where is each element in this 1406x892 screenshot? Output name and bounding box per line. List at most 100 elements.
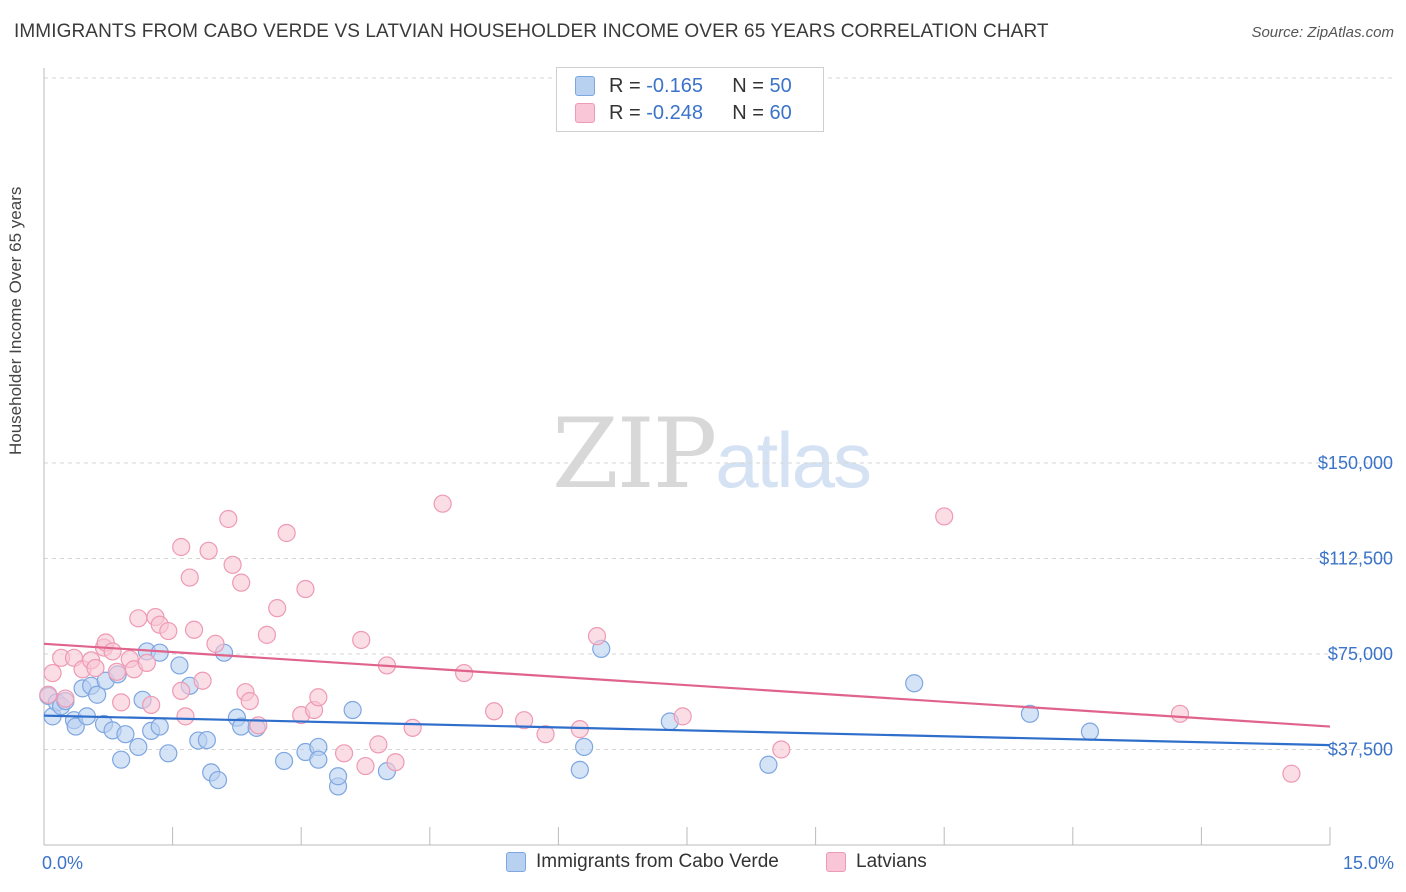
latvian-point: [356, 756, 375, 776]
cabo-verde-point: [1080, 722, 1100, 741]
latvian-point: [935, 507, 954, 526]
legend-item-cabo-verde: Immigrants from Cabo Verde: [506, 851, 779, 873]
latvian-point: [180, 568, 199, 587]
chart-title: IMMIGRANTS FROM CABO VERDE VS LATVIAN HO…: [14, 21, 1049, 42]
latvian-point: [86, 658, 105, 678]
cabo-verde-point: [309, 750, 328, 769]
cabo-verde-point: [759, 755, 778, 774]
latvian-point: [184, 620, 204, 639]
latvian-point: [137, 653, 156, 672]
latvian-point: [454, 663, 474, 683]
latvian-point: [403, 718, 422, 737]
latvian-point: [103, 642, 122, 661]
legend-r-value: -0.248: [646, 101, 703, 124]
latvian-point: [240, 691, 259, 711]
legend-row-cabo-verde: R = -0.165 N = 50: [575, 74, 792, 98]
cabo-verde-point: [274, 751, 294, 771]
y-axis-label: Householder Income Over 65 years: [6, 186, 25, 455]
latvian-point: [159, 621, 178, 641]
source-credit: Source: ZipAtlas.com: [1251, 24, 1394, 41]
cabo-verde-point: [112, 750, 131, 769]
latvian-point: [206, 634, 225, 653]
latvian-point: [386, 753, 405, 772]
watermark-atlas: atlas: [715, 416, 872, 504]
legend-n-value: 60: [769, 101, 792, 124]
latvian-point: [129, 609, 148, 628]
latvian-point: [199, 541, 218, 560]
y-tick-label: $75,000: [1328, 644, 1393, 664]
data-points: [39, 494, 1301, 796]
latvian-point: [515, 711, 534, 730]
latvian-point: [296, 579, 315, 599]
cabo-verde-point: [88, 685, 107, 704]
legend-r-value: -0.165: [646, 74, 703, 97]
legend-n-label: N =: [732, 74, 764, 97]
latvian-point: [309, 688, 328, 707]
legend-swatch-cabo-verde: [506, 852, 526, 872]
latvian-point: [369, 735, 388, 754]
cabo-verde-point: [170, 656, 189, 675]
latvian-point: [1170, 704, 1190, 723]
legend-swatch-latvians: [575, 103, 595, 123]
latvian-point: [172, 537, 191, 557]
grid-lines: [44, 77, 1394, 750]
latvian-point: [107, 662, 126, 681]
latvian-point: [232, 573, 251, 592]
latvian-point: [485, 702, 504, 721]
legend-r-label: R =: [609, 101, 641, 124]
latvian-point: [772, 740, 791, 759]
series-legend: Immigrants from Cabo Verde Latvians: [0, 851, 1406, 879]
stats-legend: R = -0.165 N = 50 R = -0.248 N = 60: [556, 67, 824, 132]
legend-swatch-cabo-verde: [575, 76, 595, 96]
cabo-verde-point: [159, 744, 178, 763]
latvian-point: [142, 695, 161, 715]
latvian-point: [673, 707, 692, 726]
x-tick-label-max: 15.0%: [1343, 853, 1394, 873]
tick-labels: $37,500 $75,000 $112,500 $150,000 0.0% 15.0%: [42, 453, 1394, 873]
legend-item-latvians: Latvians: [826, 851, 927, 873]
latvian-point: [176, 707, 195, 726]
trend-lines: [43, 642, 1331, 747]
cabo-verde-point: [570, 760, 589, 779]
latvian-point: [43, 663, 62, 683]
cabo-verde-point: [208, 770, 228, 790]
latvian-point: [433, 494, 452, 513]
watermark-zip: ZIP: [552, 398, 717, 510]
latvian-point: [172, 681, 191, 701]
latvian-point: [112, 693, 131, 712]
legend-r-label: R =: [609, 74, 641, 97]
latvian-point: [257, 625, 277, 644]
legend-n-value: 50: [769, 74, 792, 97]
latvian-point: [1282, 764, 1301, 783]
legend-row-latvians: R = -0.248 N = 60: [575, 101, 792, 125]
trend-line-latvians: [43, 642, 1331, 728]
cabo-verde-point: [129, 737, 148, 757]
legend-label-cabo-verde: Immigrants from Cabo Verde: [536, 851, 779, 872]
legend-swatch-latvians: [826, 852, 846, 872]
x-tick-label-min: 0.0%: [42, 853, 83, 873]
latvian-point: [39, 685, 58, 704]
trend-line-cabo-verde: [43, 714, 1331, 747]
latvian-point: [219, 509, 238, 529]
latvian-point: [193, 671, 212, 690]
cabo-verde-point: [1020, 704, 1040, 723]
latvian-point: [334, 744, 354, 763]
cabo-verde-point: [150, 717, 169, 736]
latvian-point: [587, 627, 607, 646]
legend-label-latvians: Latvians: [856, 851, 927, 872]
watermark: ZIPatlas: [552, 398, 872, 510]
y-tick-label: $112,500: [1319, 548, 1393, 568]
cabo-verde-point: [905, 674, 924, 693]
latvian-point: [223, 555, 242, 574]
legend-n-label: N =: [732, 101, 764, 124]
latvian-point: [536, 725, 555, 744]
cabo-verde-point: [197, 730, 216, 750]
y-tick-label: $37,500: [1328, 739, 1393, 759]
latvian-point: [268, 599, 287, 618]
cabo-verde-point: [343, 700, 362, 720]
cabo-verde-point: [116, 725, 135, 744]
cabo-verde-point: [328, 767, 348, 786]
latvian-point: [352, 630, 371, 650]
latvian-point: [56, 689, 75, 708]
